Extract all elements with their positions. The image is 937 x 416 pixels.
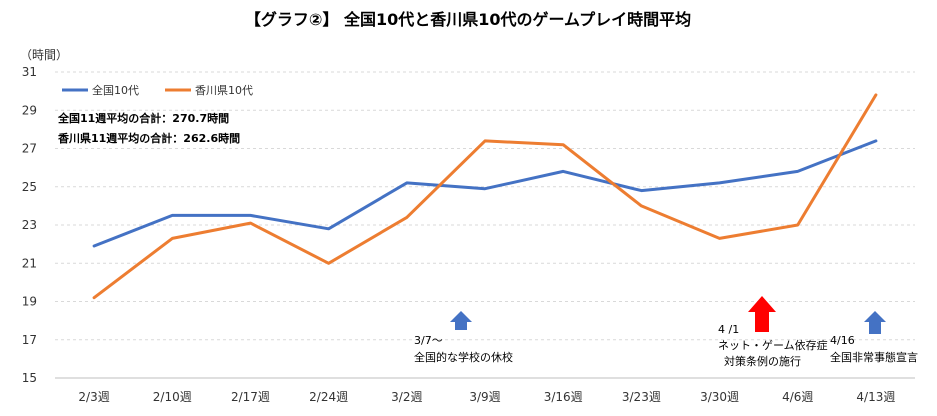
y-tick-label: 23 <box>22 218 37 232</box>
annotation-emergency: 4/16 全国非常事態宣言 <box>830 311 918 364</box>
x-tick-label: 2/24週 <box>309 390 348 404</box>
series-line-national <box>92 139 878 248</box>
annotation-text: 全国的な学校の休校 <box>414 350 513 364</box>
x-tick-label: 3/30週 <box>700 390 739 404</box>
series-lines <box>92 93 878 300</box>
annotation-school-closure: 3/7～ 全国的な学校の休校 <box>414 311 513 364</box>
chart-title: 【グラフ②】 全国10代と香川県10代のゲームプレイ時間平均 <box>245 10 691 29</box>
up-arrow-icon <box>748 296 776 332</box>
y-tick-label: 17 <box>22 333 37 347</box>
legend: 全国10代 香川県10代 <box>62 83 253 97</box>
annotation-text: ネット・ゲーム依存症 <box>718 338 828 352</box>
y-tick-label: 15 <box>22 371 37 385</box>
x-tick-label: 3/16週 <box>544 390 583 404</box>
x-tick-label: 4/6週 <box>782 390 813 404</box>
x-tick-label: 3/23週 <box>622 390 661 404</box>
legend-label-kagawa: 香川県10代 <box>195 84 253 97</box>
annotation-date: 4 /1 <box>718 323 739 336</box>
up-arrow-icon <box>450 311 472 330</box>
annotation-text: 対策条例の施行 <box>724 354 801 368</box>
annotation-text: 全国非常事態宣言 <box>830 350 918 364</box>
y-tick-label: 29 <box>22 103 37 117</box>
note-kagawa-total: 香川県11週平均の合計：262.6時間 <box>57 131 240 145</box>
x-tick-label: 4/13週 <box>856 390 895 404</box>
y-tick-label: 25 <box>22 180 37 194</box>
y-tick-labels: 15 17 19 21 23 25 27 29 31 <box>22 65 37 385</box>
x-tick-labels: 2/3週 2/10週 2/17週 2/24週 3/2週 3/9週 3/16週 3/23週 3/3… <box>78 390 895 404</box>
y-tick-label: 21 <box>22 256 37 270</box>
x-tick-label: 2/3週 <box>78 390 109 404</box>
y-tick-label: 31 <box>22 65 37 79</box>
legend-label-national: 全国10代 <box>92 83 139 97</box>
annotation-date: 4/16 <box>830 334 855 347</box>
series-line-kagawa <box>92 93 878 300</box>
x-tick-label: 2/10週 <box>153 390 192 404</box>
note-national-total: 全国11週平均の合計：270.7時間 <box>57 111 229 125</box>
y-tick-label: 19 <box>22 295 37 309</box>
x-tick-label: 3/9週 <box>469 390 500 404</box>
x-tick-label: 2/17週 <box>231 390 270 404</box>
y-axis-label: （時間） <box>20 48 68 62</box>
grid-lines <box>55 71 915 379</box>
annotation-date: 3/7～ <box>414 334 443 347</box>
x-tick-label: 3/2週 <box>391 390 422 404</box>
annotation-ordinance: 4 /1 ネット・ゲーム依存症 対策条例の施行 <box>718 296 828 368</box>
up-arrow-icon <box>864 311 886 334</box>
y-tick-label: 27 <box>22 142 37 156</box>
